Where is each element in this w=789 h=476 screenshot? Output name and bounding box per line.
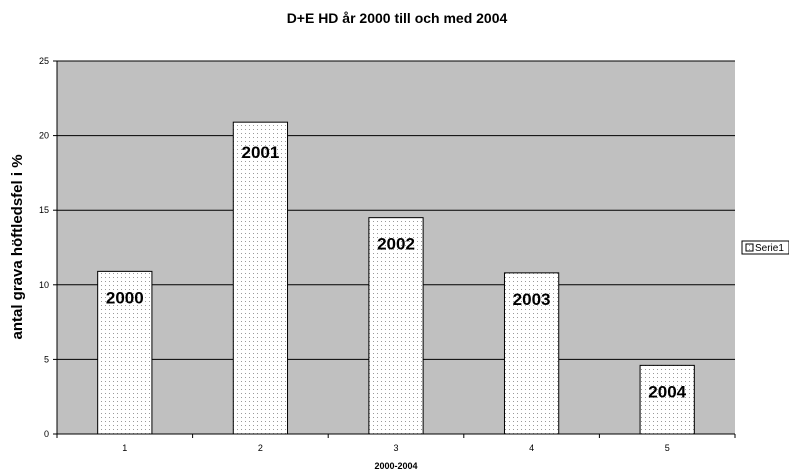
x-tick-label: 2 — [258, 443, 263, 453]
x-tick-label: 1 — [122, 443, 127, 453]
legend: Serie1 — [741, 240, 789, 255]
data-label: 2003 — [513, 290, 551, 309]
legend-label: Serie1 — [755, 243, 784, 254]
y-axis-label: antal grava höftledsfel i % — [9, 154, 26, 339]
bar — [97, 270, 153, 435]
data-labels: 2000 2001 2002 2003 2004 — [106, 143, 687, 401]
legend-swatch — [745, 243, 754, 252]
y-tick-label: 0 — [44, 429, 49, 439]
bar — [639, 364, 695, 435]
x-tick-label: 3 — [393, 443, 398, 453]
bars — [97, 121, 695, 435]
legend-box — [741, 240, 789, 255]
tick-labels: 0 5 10 15 20 25 1 2 3 4 5 — [39, 56, 670, 453]
data-label: 2001 — [241, 143, 279, 162]
x-tick-label: 5 — [665, 443, 670, 453]
bar — [232, 121, 289, 435]
y-tick-label: 15 — [39, 205, 49, 215]
data-label: 2000 — [106, 288, 144, 307]
y-tick-label: 20 — [39, 131, 49, 141]
axes — [53, 60, 736, 438]
chart-title: D+E HD år 2000 till och med 2004 — [287, 10, 508, 26]
x-tick-label: 4 — [529, 443, 534, 453]
bar — [368, 217, 424, 435]
y-tick-label: 5 — [44, 354, 49, 364]
x-axis-label: 2000-2004 — [374, 461, 417, 471]
bar — [503, 272, 560, 435]
y-tick-label: 10 — [39, 280, 49, 290]
data-label: 2002 — [377, 235, 415, 254]
y-tick-label: 25 — [39, 56, 49, 66]
data-label: 2004 — [648, 382, 686, 401]
